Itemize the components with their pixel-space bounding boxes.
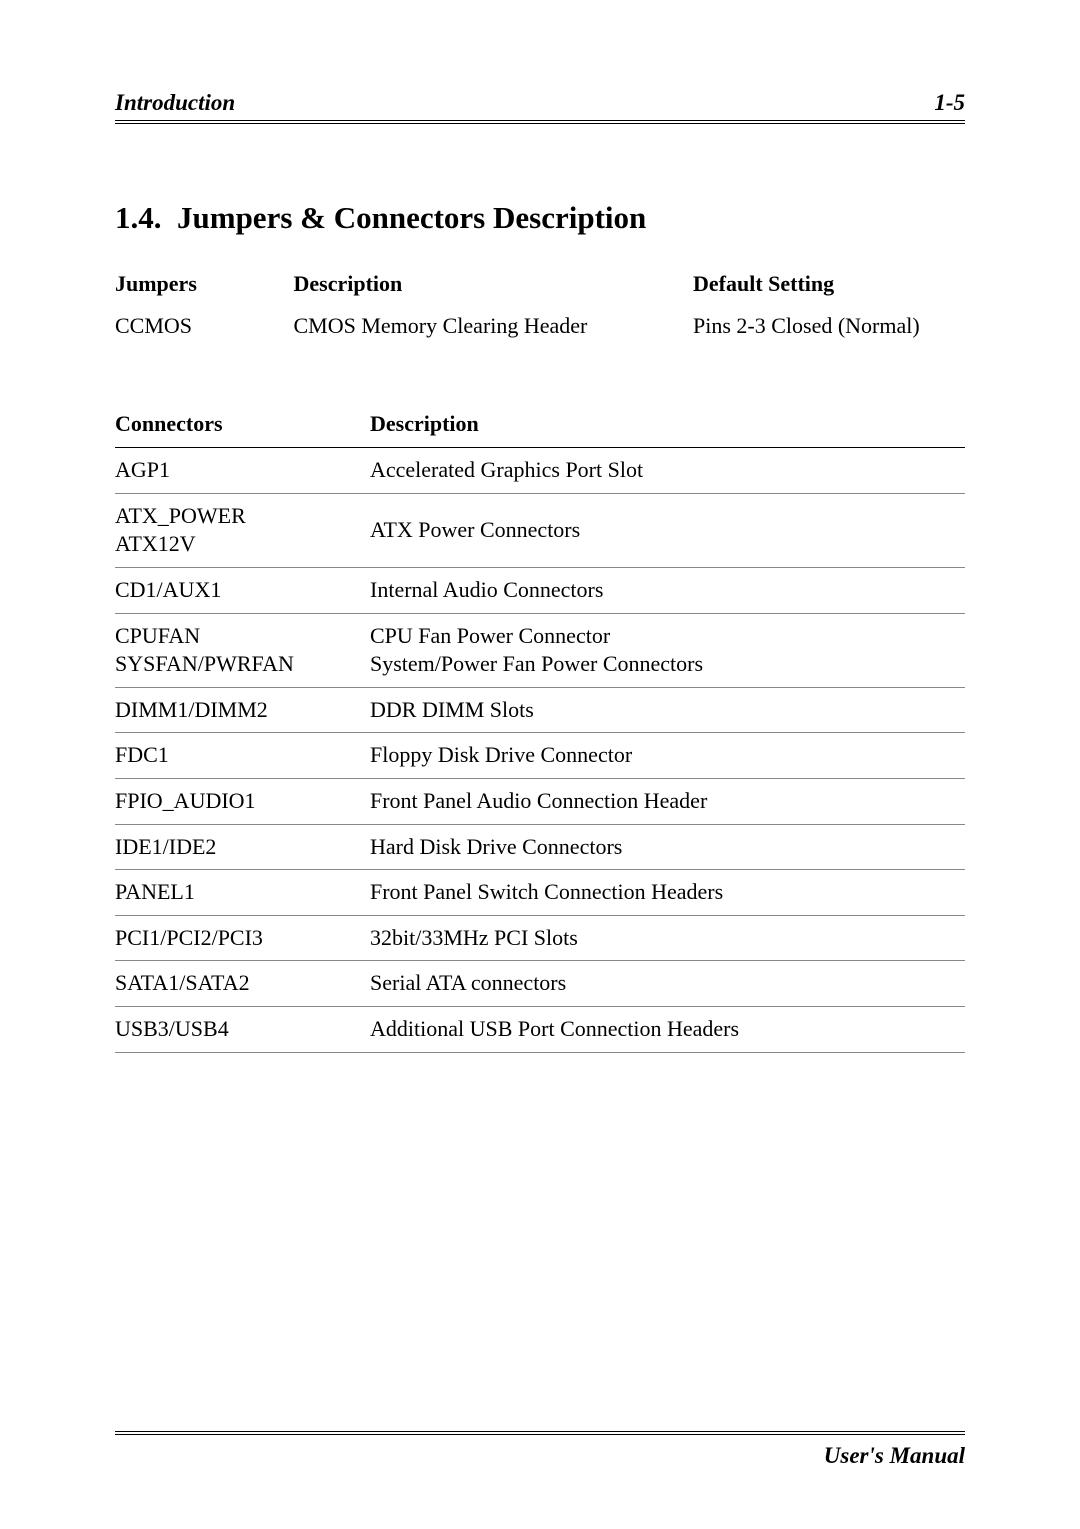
jumpers-table: Jumpers Description Default Setting CCMO…	[115, 266, 965, 345]
document-page: Introduction 1-5 1.4. Jumpers & Connecto…	[0, 0, 1080, 1529]
connectors-cell-name: PCI1/PCI2/PCI3	[115, 915, 370, 961]
connectors-table-row: FDC1Floppy Disk Drive Connector	[115, 733, 965, 779]
connectors-table-header-row: Connectors Description	[115, 405, 965, 448]
jumpers-table-header-description: Description	[294, 266, 694, 307]
connectors-table-header-description: Description	[370, 405, 965, 448]
jumpers-table-row: CCMOS CMOS Memory Clearing Header Pins 2…	[115, 307, 965, 345]
header-section-name: Introduction	[115, 90, 235, 116]
connectors-cell-description: Serial ATA connectors	[370, 961, 965, 1007]
jumpers-cell-default: Pins 2-3 Closed (Normal)	[693, 307, 965, 345]
connectors-table-row: PCI1/PCI2/PCI332bit/33MHz PCI Slots	[115, 915, 965, 961]
connectors-cell-description: ATX Power Connectors	[370, 493, 965, 567]
connectors-table-row: AGP1Accelerated Graphics Port Slot	[115, 448, 965, 494]
footer-text: User's Manual	[824, 1443, 965, 1468]
connectors-cell-description: DDR DIMM Slots	[370, 687, 965, 733]
connectors-table-header-connectors: Connectors	[115, 405, 370, 448]
connectors-cell-description: Accelerated Graphics Port Slot	[370, 448, 965, 494]
section-number: 1.4.	[115, 200, 162, 235]
connectors-cell-description: Front Panel Audio Connection Header	[370, 778, 965, 824]
jumpers-cell-description: CMOS Memory Clearing Header	[294, 307, 694, 345]
connectors-cell-description: Internal Audio Connectors	[370, 567, 965, 613]
connectors-cell-name: CPUFAN SYSFAN/PWRFAN	[115, 613, 370, 687]
connectors-cell-name: USB3/USB4	[115, 1006, 370, 1052]
connectors-cell-description: Additional USB Port Connection Headers	[370, 1006, 965, 1052]
connectors-cell-name: AGP1	[115, 448, 370, 494]
connectors-cell-description: CPU Fan Power Connector System/Power Fan…	[370, 613, 965, 687]
connectors-table-row: DIMM1/DIMM2DDR DIMM Slots	[115, 687, 965, 733]
connectors-cell-description: Floppy Disk Drive Connector	[370, 733, 965, 779]
connectors-table-row: USB3/USB4Additional USB Port Connection …	[115, 1006, 965, 1052]
connectors-cell-name: SATA1/SATA2	[115, 961, 370, 1007]
connectors-table-row: SATA1/SATA2Serial ATA connectors	[115, 961, 965, 1007]
connectors-cell-description: Front Panel Switch Connection Headers	[370, 870, 965, 916]
jumpers-table-header-jumpers: Jumpers	[115, 266, 294, 307]
connectors-cell-name: ATX_POWER ATX12V	[115, 493, 370, 567]
connectors-cell-description: Hard Disk Drive Connectors	[370, 824, 965, 870]
connectors-cell-name: PANEL1	[115, 870, 370, 916]
connectors-table-row: PANEL1Front Panel Switch Connection Head…	[115, 870, 965, 916]
connectors-table-row: ATX_POWER ATX12VATX Power Connectors	[115, 493, 965, 567]
connectors-cell-name: IDE1/IDE2	[115, 824, 370, 870]
connectors-table-row: CPUFAN SYSFAN/PWRFANCPU Fan Power Connec…	[115, 613, 965, 687]
header-page-number: 1-5	[934, 90, 965, 116]
page-header: Introduction 1-5	[115, 90, 965, 124]
connectors-cell-name: CD1/AUX1	[115, 567, 370, 613]
connectors-cell-name: FDC1	[115, 733, 370, 779]
section-heading-text: Jumpers & Connectors Description	[177, 200, 646, 235]
connectors-cell-name: FPIO_AUDIO1	[115, 778, 370, 824]
page-footer: User's Manual	[115, 1431, 965, 1469]
section-title: 1.4. Jumpers & Connectors Description	[115, 199, 965, 236]
connectors-table: Connectors Description AGP1Accelerated G…	[115, 405, 965, 1052]
jumpers-cell-name: CCMOS	[115, 307, 294, 345]
connectors-table-row: IDE1/IDE2Hard Disk Drive Connectors	[115, 824, 965, 870]
connectors-table-row: CD1/AUX1Internal Audio Connectors	[115, 567, 965, 613]
connectors-cell-description: 32bit/33MHz PCI Slots	[370, 915, 965, 961]
jumpers-table-header-row: Jumpers Description Default Setting	[115, 266, 965, 307]
connectors-table-row: FPIO_AUDIO1Front Panel Audio Connection …	[115, 778, 965, 824]
jumpers-table-header-default: Default Setting	[693, 266, 965, 307]
connectors-cell-name: DIMM1/DIMM2	[115, 687, 370, 733]
